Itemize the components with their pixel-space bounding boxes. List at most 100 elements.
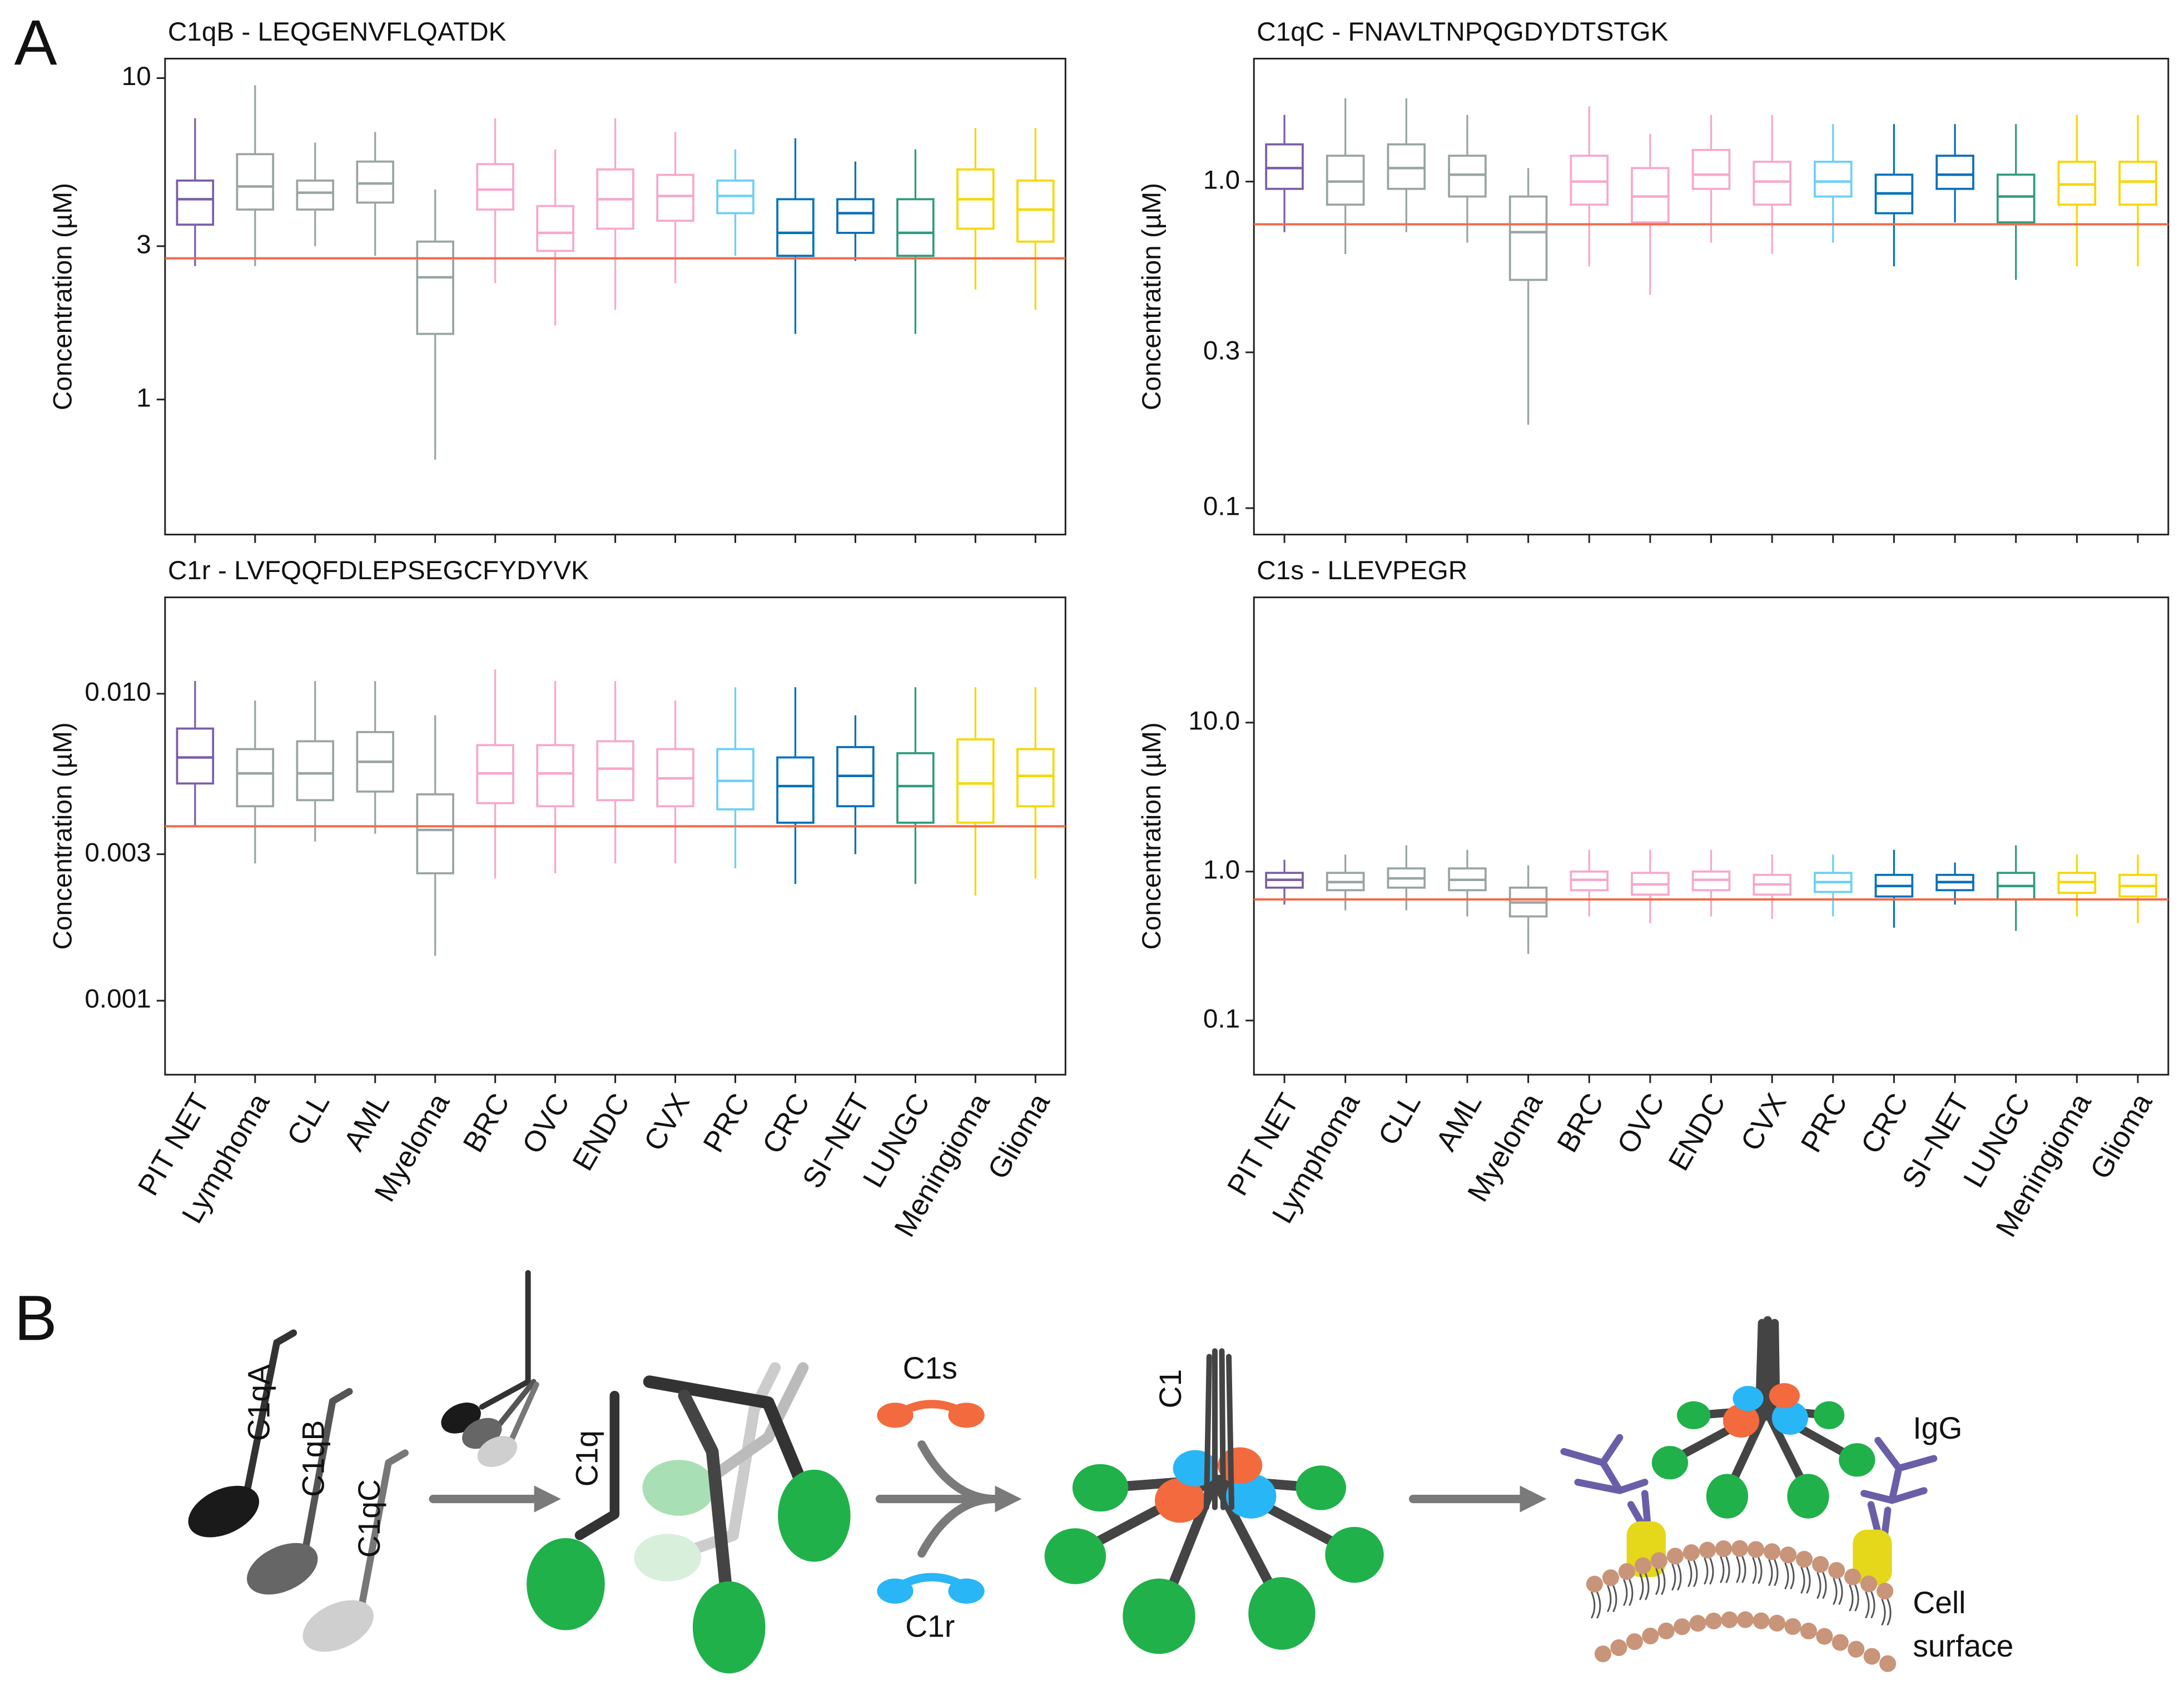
stalk [497,1379,537,1426]
domain [1723,1404,1760,1438]
head [1123,1578,1195,1654]
lipid-head [1811,1556,1829,1573]
label: C1qC [352,1479,386,1558]
box [596,740,634,802]
domain [877,1402,914,1428]
plot-frame [1253,596,2170,1076]
domain [1771,1401,1809,1435]
chart-title: C1r - LVFQQFDLEPSEGCFYDYVK [168,556,589,585]
domain [1226,1474,1277,1519]
stalk [301,1387,353,1557]
box [716,748,755,810]
box [1016,179,1055,243]
y-axis-label: Concentration (µM) [48,722,78,949]
box [1448,155,1487,198]
box [1631,167,1670,223]
box [296,740,335,802]
lipid-head [1800,1623,1817,1640]
domain [1173,1450,1218,1486]
y-axis-label: Concentration (µM) [1137,183,1167,410]
box [896,198,935,257]
box [776,198,815,257]
y-tick-label: 10.0 [1188,707,1240,736]
y-tick-label: 0.003 [85,838,151,867]
lipid-head [1682,1544,1700,1561]
stalk [508,1381,539,1444]
y-axis-label: Concentration (µM) [48,183,78,410]
y-tick-label: 0.010 [85,678,151,707]
head [1839,1443,1875,1477]
box [176,727,215,785]
stalk [643,1375,810,1493]
label: C1qA [242,1364,276,1441]
head [1295,1465,1346,1510]
stalk [479,1270,531,1410]
lipid-tail [1768,1559,1779,1586]
lipid-head [1747,1541,1765,1558]
box [2118,161,2157,206]
lipid-head [1763,1543,1781,1560]
lipid-head [1736,1611,1754,1628]
lipid-tail [1784,1562,1795,1589]
lipid-head [1816,1628,1833,1645]
box [416,793,454,874]
y-tick-label: 1 [136,383,151,412]
lipid-head [1650,1552,1667,1569]
y-tick-label: 10 [122,62,151,91]
membrane [1586,1540,1897,1672]
y-tick-label: 1.0 [1203,165,1240,195]
lipid-head [1586,1575,1603,1593]
head [692,1581,766,1674]
domain [1733,1386,1764,1411]
lipid-tail [1687,1560,1698,1587]
box [1996,173,2036,223]
domain [1154,1478,1205,1523]
lipid-head [1753,1612,1770,1629]
y-tick-label: 1.0 [1203,855,1240,884]
lipid-head [1699,1541,1716,1559]
box [1326,155,1365,206]
box [1814,161,1853,198]
box [236,748,275,808]
lipid-head [1642,1627,1659,1645]
lipid-head [1626,1633,1643,1650]
c1-core [1203,1348,1235,1510]
stalk [678,1389,733,1598]
lipid-head [1666,1548,1684,1565]
label: IgG [1913,1411,1962,1445]
box [236,153,275,211]
lipid-head [1828,1561,1845,1579]
lipid-head [1863,1648,1880,1665]
box [836,198,875,234]
box [176,179,215,226]
head [1072,1464,1129,1512]
box [1691,148,1731,190]
box [1753,161,1791,206]
head [1044,1528,1106,1584]
box [296,179,335,211]
head [778,1469,851,1562]
antigen [1853,1529,1892,1586]
stalk [574,1390,620,1540]
box [1570,155,1609,206]
lipid-tail [1623,1579,1634,1606]
label: surface [1913,1629,2013,1663]
lipid-head [1831,1634,1849,1651]
lipid-head [1657,1622,1675,1640]
head [642,1460,716,1516]
head [1706,1474,1749,1519]
lipid-head [1879,1655,1897,1672]
head [634,1534,701,1581]
head [1677,1401,1711,1430]
lipid-head [1877,1583,1894,1600]
box [476,163,514,211]
box [896,752,935,824]
lipid-tail [1655,1568,1666,1595]
label: C1r [905,1609,955,1644]
domain [877,1578,914,1604]
box [956,738,995,824]
box [1508,195,1548,281]
lipid-tail [1881,1598,1892,1626]
lipid-tail [1752,1557,1763,1584]
head [477,1436,518,1467]
